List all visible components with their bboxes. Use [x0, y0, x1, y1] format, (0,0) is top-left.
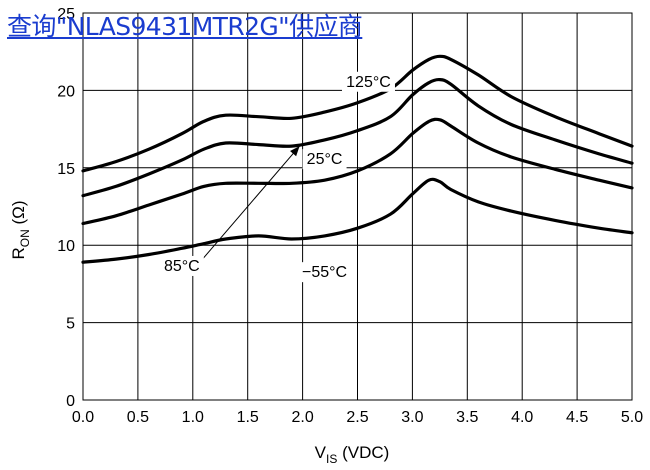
supplier-search-link[interactable]: 查询"NLAS9431MTR2G"供应商 [7, 12, 363, 41]
x-tick-label: 4.0 [511, 409, 533, 426]
tick-labels: 0.0 0.5 1.0 1.5 2.0 2.5 3.0 3.5 4.0 4.5 5.0 0 5 10 15 2… [57, 6, 643, 426]
callout [201, 145, 300, 261]
series-lines [81, 54, 634, 264]
callout-arrow-line [201, 145, 300, 261]
y-tick-label: 5 [66, 316, 75, 333]
y-tick-label: 10 [57, 238, 75, 255]
x-tick-label: 4.5 [566, 409, 588, 426]
y-tick-label: 15 [57, 161, 75, 178]
x-tick-label: 2.0 [291, 409, 313, 426]
curve-label-bg [302, 149, 347, 170]
x-tick-label: 3.5 [456, 409, 478, 426]
series-line [81, 177, 634, 264]
series-line [81, 54, 634, 173]
y-tick-label: 25 [57, 6, 75, 23]
curve-label: −55°C [302, 264, 347, 281]
x-tick-label: 1.5 [237, 409, 259, 426]
curve-label-bg [298, 262, 352, 283]
x-tick-label: 1.0 [182, 409, 204, 426]
x-tick-label: 0.0 [72, 409, 94, 426]
x-tick-label: 3.0 [401, 409, 423, 426]
callout-arrowhead [290, 146, 300, 157]
y-tick-label: 20 [57, 83, 75, 100]
curve-label-bg [341, 71, 395, 92]
curve-label: 25°C [307, 151, 343, 168]
curve-labels: 125°C 25°C −55°C 85°C [159, 71, 395, 283]
grid-lines [82, 12, 633, 401]
curve-label: 85°C [164, 258, 200, 275]
x-tick-label: 5.0 [621, 409, 643, 426]
curve-label-bg [159, 255, 204, 276]
series-line [81, 117, 634, 226]
y-axis-title: RON (Ω) [9, 200, 32, 259]
series-line [81, 77, 634, 198]
y-tick-label: 0 [66, 393, 75, 410]
x-axis-title: VIS (VDC) [315, 443, 390, 466]
x-tick-label: 0.5 [127, 409, 149, 426]
x-tick-label: 2.5 [346, 409, 368, 426]
curve-label: 125°C [346, 74, 391, 91]
